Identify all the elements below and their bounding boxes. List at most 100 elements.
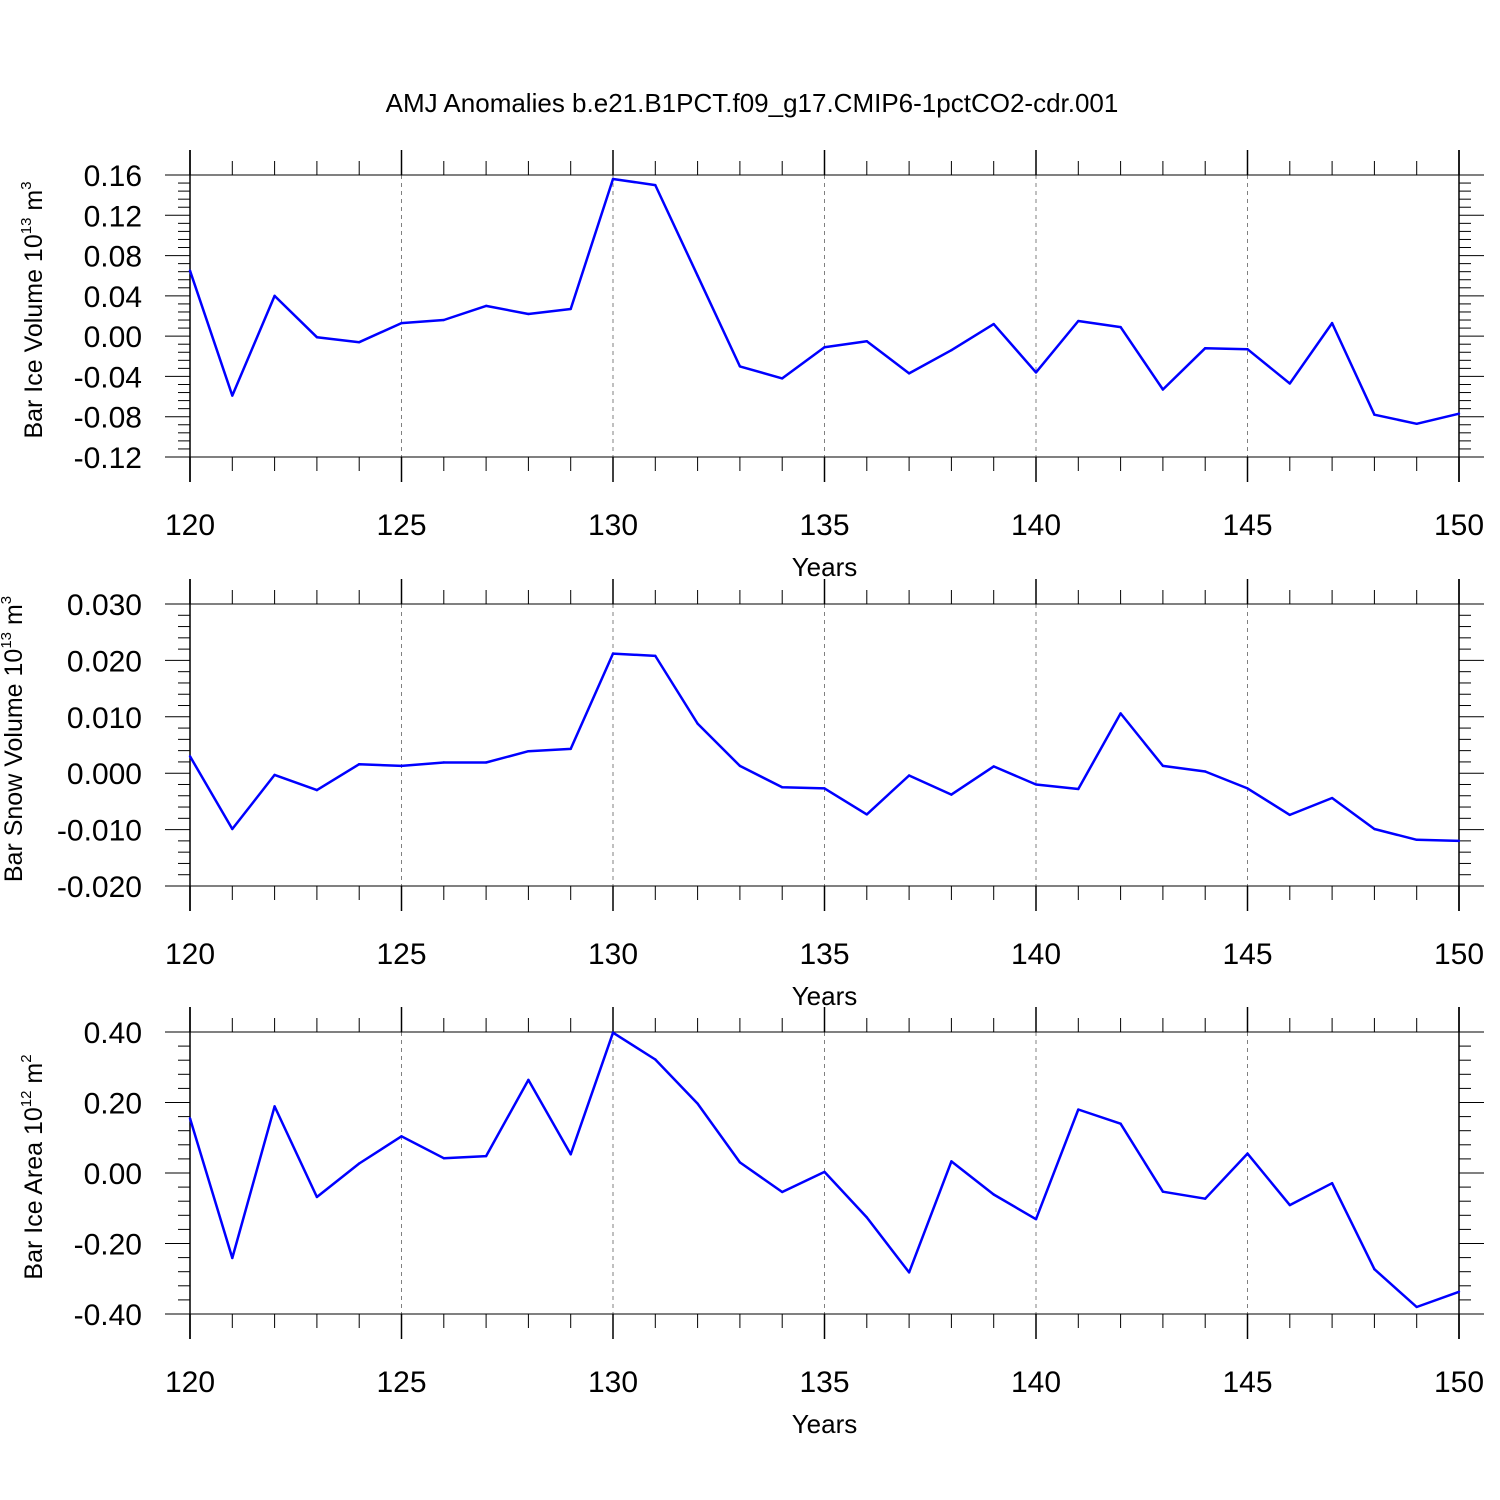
y-axis-title-superscript: 3	[18, 181, 35, 189]
data-point	[1373, 413, 1376, 416]
data-point	[1246, 787, 1249, 790]
y-tick-label: 0.000	[67, 758, 142, 791]
data-point	[1161, 388, 1165, 391]
data-point	[1415, 838, 1418, 841]
x-tick-label: 150	[1434, 509, 1484, 542]
data-point	[1373, 827, 1376, 831]
x-tick-label: 130	[588, 509, 638, 542]
data-point	[1457, 412, 1461, 415]
data-point	[738, 764, 742, 768]
y-tick-label: 0.40	[84, 1017, 142, 1050]
x-tick-label: 135	[799, 938, 849, 971]
x-tick-label: 120	[165, 938, 215, 971]
y-tick-label: -0.20	[74, 1229, 142, 1262]
data-point	[1288, 813, 1292, 817]
data-point	[738, 1161, 742, 1164]
chart-panel-3: 120 125 130 135 140 145 150 -0.40 -0.20 0.00 0.20 0…	[18, 1007, 1484, 1439]
x-tick-label: 125	[376, 938, 426, 971]
data-point	[1415, 422, 1418, 425]
data-point	[569, 747, 572, 751]
data-point	[484, 304, 488, 308]
x-axis-title: Years	[792, 981, 858, 1011]
y-tick-label: -0.010	[57, 815, 142, 848]
data-point	[865, 813, 868, 816]
y-axis-title-superscript: 3	[0, 596, 15, 604]
data-point	[358, 762, 361, 766]
data-point	[1330, 796, 1334, 800]
data-point	[484, 1154, 488, 1158]
x-tick-label: 145	[1222, 1366, 1272, 1399]
data-point	[400, 764, 403, 768]
y-tick-label: 0.00	[84, 321, 142, 354]
data-point	[992, 1193, 995, 1196]
data-point	[865, 339, 868, 343]
y-axis-title-superscript: 13	[18, 218, 35, 235]
data-point	[315, 1195, 319, 1199]
data-point	[823, 346, 826, 349]
data-point	[611, 177, 615, 181]
data-point	[188, 755, 192, 758]
y-axis-title-part: m	[20, 190, 48, 218]
data-point	[1077, 787, 1080, 791]
x-tick-label: 125	[376, 1366, 426, 1399]
data-point	[569, 307, 572, 311]
y-tick-label: 0.020	[67, 645, 142, 678]
x-tick-label: 150	[1434, 1366, 1484, 1399]
x-tick-label: 120	[165, 1366, 215, 1399]
x-axis-title: Years	[792, 1409, 858, 1439]
y-tick-label: 0.010	[67, 702, 142, 735]
data-point	[1034, 783, 1038, 786]
data-point	[1246, 1152, 1249, 1155]
data-point	[696, 274, 699, 277]
data-point	[273, 294, 276, 298]
data-point	[315, 335, 319, 339]
data-point	[865, 1216, 868, 1219]
data-point	[1457, 839, 1461, 843]
y-tick-label: -0.020	[57, 871, 142, 904]
data-point	[442, 1156, 445, 1160]
data-point	[1457, 1290, 1461, 1293]
data-point	[823, 1170, 826, 1174]
data-point	[696, 1102, 699, 1105]
x-tick-label: 145	[1222, 509, 1272, 542]
y-tick-label: 0.00	[84, 1158, 142, 1191]
data-point	[188, 1117, 192, 1120]
data-point	[1373, 1268, 1376, 1271]
y-axis-title-part: Bar Snow Volume 10	[0, 649, 28, 882]
data-point	[1077, 1108, 1080, 1111]
data-point	[781, 786, 784, 789]
x-tick-label: 145	[1222, 938, 1272, 971]
data-point	[907, 372, 911, 375]
data-point	[527, 1078, 530, 1082]
x-tick-label: 135	[799, 1366, 849, 1399]
data-point	[992, 765, 995, 768]
x-axis-title: Years	[792, 552, 858, 582]
y-axis-title-part: m	[20, 1063, 48, 1091]
y-axis-title-superscript: 13	[0, 632, 15, 649]
data-point	[273, 773, 276, 777]
data-point	[654, 183, 657, 187]
data-point	[907, 1271, 911, 1274]
data-point	[527, 312, 530, 316]
x-tick-label: 135	[799, 509, 849, 542]
data-point	[1161, 764, 1165, 768]
chart-title: AMJ Anomalies b.e21.B1PCT.f09_g17.CMIP6-…	[386, 88, 1119, 118]
data-point	[484, 761, 488, 764]
data-point	[1119, 1122, 1122, 1125]
data-point	[527, 750, 530, 753]
chart-panel-2: 120 125 130 135 140 145 150 -0.020 -0.010 0.000 0.…	[0, 579, 1484, 1011]
data-point	[358, 1162, 361, 1165]
data-point	[315, 788, 319, 792]
y-tick-label: -0.40	[74, 1299, 142, 1332]
data-point	[781, 377, 784, 380]
y-tick-label: -0.08	[74, 402, 142, 435]
y-axis-title-part: Bar Ice Area 10	[20, 1107, 48, 1279]
y-axis-title-part: m	[0, 604, 28, 632]
data-point	[442, 761, 445, 764]
x-tick-label: 125	[376, 509, 426, 542]
data-point	[358, 340, 361, 344]
data-point	[569, 1153, 572, 1156]
data-point	[696, 722, 699, 725]
y-axis-title: Bar Ice Area 1012 m2	[18, 1054, 48, 1279]
